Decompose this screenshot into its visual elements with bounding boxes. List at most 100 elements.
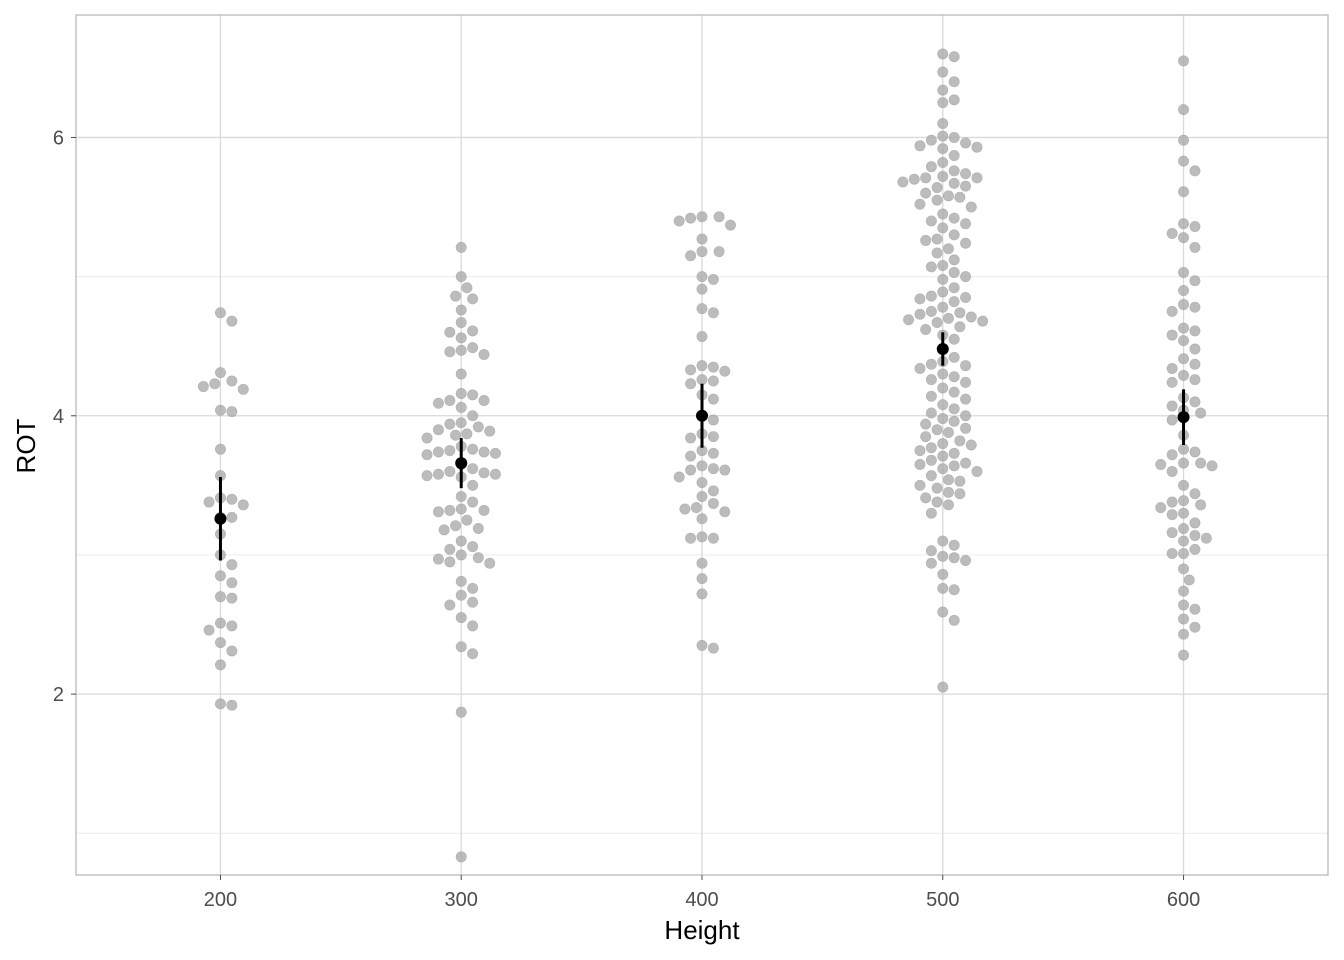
data-point	[1189, 275, 1201, 287]
data-point	[467, 496, 479, 508]
data-point	[925, 358, 937, 370]
data-point	[226, 406, 238, 418]
data-point	[920, 323, 932, 335]
data-point	[707, 375, 719, 387]
data-point	[948, 584, 960, 596]
data-point	[1178, 285, 1190, 297]
data-point	[1189, 301, 1201, 313]
data-point	[908, 173, 920, 185]
y-axis-ticks: 2 4 6	[53, 127, 76, 706]
data-point	[472, 421, 484, 433]
data-point	[925, 305, 937, 317]
data-point	[960, 168, 972, 180]
data-point	[942, 312, 954, 324]
data-point	[937, 535, 949, 547]
data-point	[444, 599, 456, 611]
data-point	[948, 371, 960, 383]
data-point	[1178, 507, 1190, 519]
data-point	[1195, 407, 1207, 419]
data-point	[455, 332, 467, 344]
data-point	[1206, 460, 1218, 472]
data-point	[920, 172, 932, 184]
data-point	[954, 475, 966, 487]
data-point	[421, 449, 433, 461]
data-point	[954, 488, 966, 500]
data-point	[937, 273, 949, 285]
data-point	[461, 514, 473, 526]
data-point	[960, 457, 972, 469]
data-point	[421, 432, 433, 444]
data-point	[467, 325, 479, 337]
data-point	[696, 490, 708, 502]
data-point	[467, 620, 479, 632]
data-point	[226, 511, 238, 523]
data-point	[455, 549, 467, 561]
data-point	[438, 524, 450, 536]
data-point	[226, 559, 238, 571]
data-point	[467, 342, 479, 354]
data-point	[1178, 628, 1190, 640]
data-point	[925, 134, 937, 146]
data-point	[925, 507, 937, 519]
data-point	[1166, 449, 1178, 461]
y-tick-label: 4	[53, 406, 64, 428]
data-point	[960, 376, 972, 388]
data-point	[1178, 522, 1190, 534]
data-point	[685, 378, 697, 390]
data-point	[203, 496, 215, 508]
data-point	[1166, 414, 1178, 426]
data-point	[942, 190, 954, 202]
data-point	[954, 321, 966, 333]
data-point	[948, 76, 960, 88]
data-point	[1155, 458, 1167, 470]
data-point	[948, 614, 960, 626]
data-point	[685, 250, 697, 262]
data-point	[484, 425, 496, 437]
data-point	[455, 575, 467, 587]
data-point	[948, 403, 960, 415]
data-point	[455, 304, 467, 316]
data-point	[719, 365, 731, 377]
x-tick-label: 300	[445, 889, 478, 911]
data-point	[937, 143, 949, 155]
data-point	[903, 314, 915, 326]
data-point	[467, 541, 479, 553]
data-point	[942, 499, 954, 511]
data-point	[960, 360, 972, 372]
data-point	[948, 51, 960, 63]
data-point	[707, 393, 719, 405]
data-point	[455, 503, 467, 515]
data-point	[965, 439, 977, 451]
data-point	[1166, 362, 1178, 374]
data-point	[237, 499, 249, 511]
data-point	[897, 176, 909, 188]
data-point	[467, 582, 479, 594]
data-point	[931, 317, 943, 329]
data-point	[937, 157, 949, 169]
data-point	[931, 247, 943, 259]
data-point	[444, 394, 456, 406]
data-point	[1178, 232, 1190, 244]
data-point	[960, 218, 972, 230]
data-point	[937, 118, 949, 130]
data-point	[937, 582, 949, 594]
data-point	[960, 180, 972, 192]
data-point	[489, 447, 501, 459]
data-point	[444, 504, 456, 516]
data-point	[1178, 353, 1190, 365]
data-point	[226, 645, 238, 657]
data-point	[948, 415, 960, 427]
data-point	[925, 261, 937, 273]
data-point	[920, 418, 932, 430]
data-point	[432, 553, 444, 565]
data-point	[226, 493, 238, 505]
data-point	[1178, 322, 1190, 334]
data-point	[937, 286, 949, 298]
data-point	[444, 346, 456, 358]
data-point	[1178, 563, 1190, 575]
data-point	[937, 66, 949, 78]
data-point	[467, 463, 479, 475]
data-point	[914, 445, 926, 457]
data-point	[1178, 218, 1190, 230]
